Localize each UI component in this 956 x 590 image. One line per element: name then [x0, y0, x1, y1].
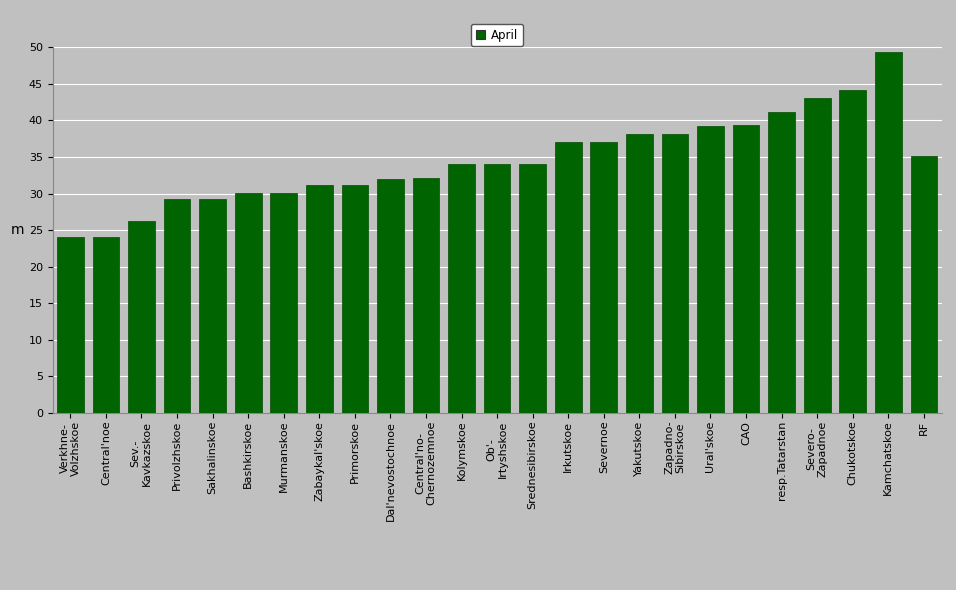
Bar — [626, 133, 653, 413]
Bar — [448, 164, 475, 413]
Bar — [910, 156, 937, 413]
Bar — [128, 221, 155, 413]
Bar — [93, 237, 120, 413]
Bar — [377, 179, 403, 413]
Legend: April: April — [471, 24, 523, 46]
Bar — [271, 193, 297, 413]
Bar — [199, 199, 226, 413]
Bar — [554, 142, 581, 413]
Bar — [235, 193, 262, 413]
Bar — [306, 185, 333, 413]
Y-axis label: m: m — [11, 223, 24, 237]
Bar — [697, 126, 724, 413]
Bar — [662, 133, 688, 413]
Bar — [591, 142, 618, 413]
Bar — [769, 112, 795, 413]
Bar — [839, 90, 866, 413]
Bar — [484, 163, 511, 413]
Bar — [732, 126, 759, 413]
Bar — [519, 163, 546, 413]
Bar — [875, 53, 902, 413]
Bar — [341, 185, 368, 413]
Bar — [163, 199, 190, 413]
Bar — [57, 237, 84, 413]
Bar — [804, 98, 831, 413]
Bar — [413, 178, 440, 413]
